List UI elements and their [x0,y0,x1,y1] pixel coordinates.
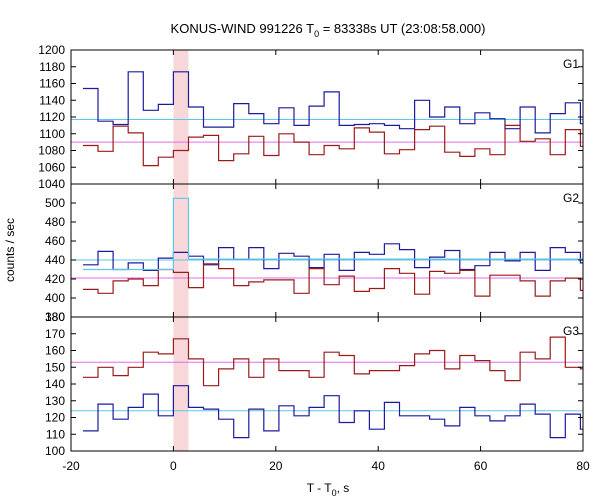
y-tick-label: 1200 [38,43,65,57]
y-tick-label: 440 [45,253,65,267]
chart-title-main: KONUS-WIND 991226 T [171,21,315,36]
panel-frame [70,183,584,318]
y-tick-label: 380 [45,310,65,324]
x-tick-label: 20 [269,459,283,473]
y-tick-label: 110 [46,427,65,441]
plot-area: 104010601080110011201140116011801200G138… [38,43,590,473]
background-series [83,124,583,167]
y-tick-label: 460 [45,234,65,248]
source-series [83,243,583,271]
y-tick-label: 150 [45,360,65,374]
background-series [83,336,583,387]
x-axis-label-main: T - T [307,481,333,495]
y-tick-label: 1140 [39,93,65,107]
source-series [83,385,583,439]
panel-label: G3 [563,324,579,338]
y-tick-label: 1100 [39,127,65,141]
x-tick-label: -20 [62,459,80,473]
y-tick-label: 130 [45,394,65,408]
source-series [83,71,583,134]
highlight-band [173,50,189,451]
y-tick-label: 1160 [39,77,65,91]
x-tick-label: 0 [170,459,177,473]
x-tick-label: 60 [474,459,488,473]
y-tick-label: 140 [45,377,65,391]
y-tick-label: 400 [45,291,65,305]
y-tick-label: 100 [45,444,65,458]
y-tick-label: 1180 [39,60,65,74]
x-axis-label-subscript: 0 [332,488,337,498]
y-tick-label: 180 [45,310,65,324]
model-series [83,197,583,271]
panel-g2 [71,197,583,297]
y-tick-label: 420 [45,272,65,286]
y-tick-label: 170 [45,327,65,341]
panel-label: G2 [563,191,579,205]
y-axis-label: counts / sec [3,218,17,282]
y-tick-label: 1060 [38,160,65,174]
panel-label: G1 [563,57,579,71]
panel-frame [70,316,584,452]
panel-frame [70,49,584,185]
y-tick-label: 480 [45,215,65,229]
chart-title: KONUS-WIND 991226 T0 = 83338s UT (23:08:… [171,21,486,39]
y-tick-label: 1040 [38,177,65,191]
panel-g3 [71,336,583,439]
x-axis-label-rest: , s [337,481,350,495]
chart-title-rest: = 83338s UT (23:08:58.000) [319,21,485,36]
panel-g1 [71,71,583,167]
x-tick-label: 40 [372,459,386,473]
y-tick-label: 160 [45,344,65,358]
y-tick-label: 1120 [39,110,65,124]
y-tick-label: 1080 [38,144,65,158]
x-tick-label: 80 [576,459,590,473]
y-tick-label: 120 [45,411,65,425]
x-axis-label: T - T0, s [307,481,350,498]
chart-title-subscript: 0 [314,29,319,39]
y-tick-label: 500 [45,196,65,210]
